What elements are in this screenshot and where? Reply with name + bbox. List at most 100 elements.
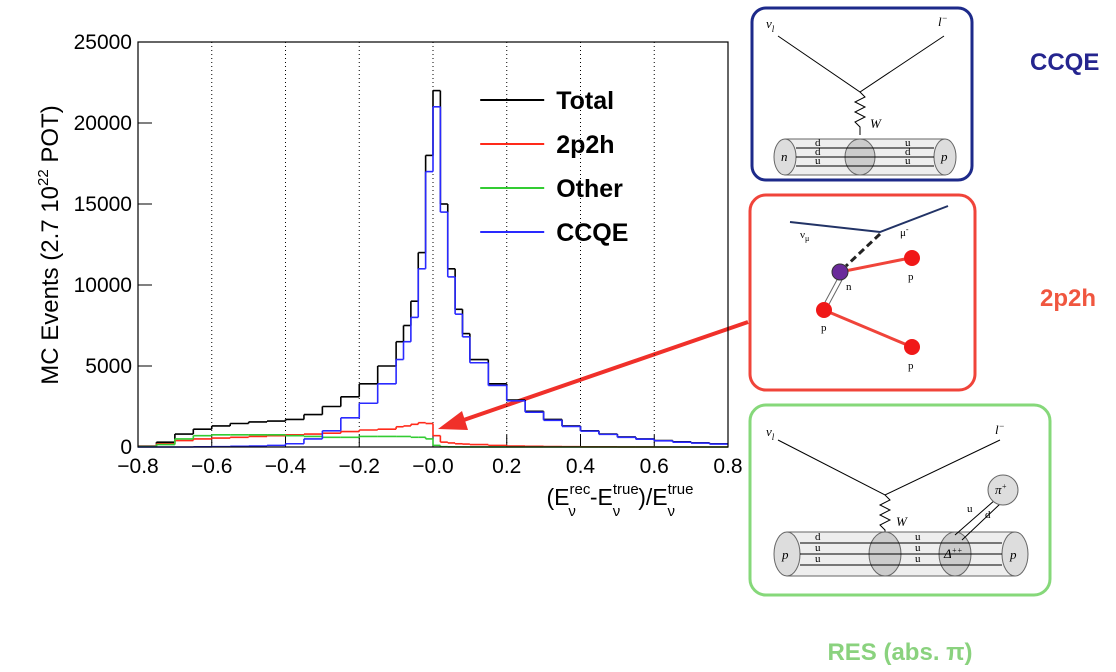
y-tick-label: 15000: [74, 193, 132, 216]
proton: [816, 302, 832, 318]
diagram-text: u: [967, 503, 973, 515]
x-tick-label: −0.8: [117, 455, 158, 478]
diagram-box: [748, 403, 1052, 597]
quark-lines: [800, 499, 1002, 566]
diagram-label: RES (abs. π): [827, 639, 972, 666]
y-tick-label: 0: [120, 436, 132, 459]
diagram-label: 2p2h: [1040, 285, 1096, 312]
w-boson: [853, 91, 867, 135]
diagram-text: p: [821, 322, 827, 334]
x-label-sub: ν: [568, 503, 576, 520]
y-tick-label: 25000: [74, 31, 132, 54]
lepton-line: [789, 205, 949, 234]
arrow-head: [438, 411, 468, 430]
plot-frame: [137, 41, 729, 448]
lepton-line: [777, 35, 945, 93]
t: −: [942, 13, 948, 23]
y-label-sup: 22: [35, 169, 52, 186]
y-label-part: MC Events (2.7 10: [37, 186, 64, 385]
hist-step: [192, 106, 711, 447]
diagram-text: u: [815, 553, 821, 565]
t: l: [772, 24, 775, 34]
proton: [904, 339, 920, 355]
plot: −0.8 −0.6 −0.4 −0.2 −0.0 0.2 0.4 0.6 0.8 0 5000 100…: [74, 31, 743, 478]
pion: [987, 474, 1019, 506]
ccqe-diagram: νl l− W n p d d u u d u CCQE: [750, 6, 1099, 182]
legend-label: CCQE: [556, 219, 628, 247]
diagram-text: W: [870, 116, 882, 131]
diagram-text: p: [781, 547, 789, 562]
x-tick-label: 0.4: [566, 455, 596, 478]
diagram-label: CCQE: [1030, 49, 1099, 76]
x-label-sup: rec: [570, 481, 591, 498]
diagram-text: νl: [766, 424, 775, 442]
x-label-part: (E: [547, 484, 570, 510]
diagram-text: p: [908, 271, 914, 283]
x-label-sup: true: [613, 481, 639, 498]
diagram-text: u: [905, 137, 911, 149]
x-tick-label: −0.0: [412, 455, 453, 478]
t: −: [999, 421, 1005, 431]
x-axis-label: (Erec ν-Etrue ν)/Etrue ν: [547, 481, 694, 520]
t: +: [1002, 482, 1007, 491]
legend-label: 2p2h: [556, 131, 614, 159]
y-tick-label: 5000: [85, 355, 132, 378]
diagram-text: d: [815, 531, 821, 543]
proton: [904, 250, 920, 266]
diagram-text: p: [1009, 547, 1017, 562]
x-tick-label: 0.8: [713, 455, 742, 478]
res-diagram: νl l− W p p Δ++ π+ d u u u u u u d RES (…: [748, 403, 1052, 666]
diagram-text: l−: [938, 13, 948, 29]
diagram-text: n: [781, 149, 788, 164]
diagram-text: l−: [995, 421, 1005, 437]
t: π: [995, 482, 1002, 497]
t: ν: [800, 229, 805, 241]
diagram-text: p: [940, 149, 948, 164]
legend-label: Total: [556, 87, 614, 115]
y-axis-label: MC Events (2.7 1022 POT): [35, 105, 64, 384]
x-tick-label: 0.2: [492, 455, 521, 478]
neutron: [831, 263, 849, 281]
quark-lines: [796, 147, 934, 167]
diagram-text: u: [915, 542, 921, 554]
t: l: [772, 432, 775, 442]
diagram-text: u: [905, 155, 911, 167]
t: μ: [900, 227, 906, 239]
diagram-text: μ-: [900, 225, 909, 239]
w-boson: [878, 494, 892, 533]
x-label-sub: ν: [613, 503, 621, 520]
exchange: [844, 232, 882, 268]
diagram-text: n: [846, 281, 852, 293]
lepton-line: [777, 439, 1001, 496]
x-tick-label: −0.6: [191, 455, 232, 478]
t: μ: [805, 234, 809, 243]
diagram-text: d: [815, 146, 821, 158]
x-label-part: -E: [590, 484, 613, 510]
diagram-text: W: [896, 514, 908, 529]
diagram-box: [748, 193, 977, 392]
legend-label: Other: [556, 175, 623, 203]
diagram-text: u: [915, 553, 921, 565]
x-tick-label: −0.4: [265, 455, 307, 478]
t: ν: [766, 424, 772, 439]
diagram-text: d: [985, 509, 991, 521]
x-label-sub: ν: [667, 503, 675, 520]
t: l: [938, 14, 942, 29]
y-tick-label: 10000: [74, 274, 132, 297]
x-label-sup: true: [668, 481, 694, 498]
diagram-text: d: [905, 146, 911, 158]
diagram-text: d: [815, 137, 821, 149]
y-label-part: POT): [37, 105, 64, 169]
diagram-text: π+: [995, 482, 1007, 497]
x-tick-label: 0.6: [640, 455, 669, 478]
2p2h-diagram: νμ μ- n p p p 2p2h: [748, 193, 1096, 392]
t: l: [995, 422, 999, 437]
diagram-text: u: [815, 155, 821, 167]
t: Δ: [943, 546, 952, 561]
t: ++: [952, 546, 963, 555]
diagram-text: u: [915, 531, 921, 543]
pair-line: [823, 277, 843, 307]
pointer-arrow: [454, 320, 749, 425]
